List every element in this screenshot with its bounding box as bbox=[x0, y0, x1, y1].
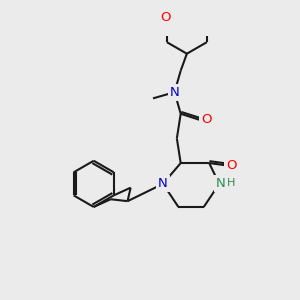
Text: O: O bbox=[226, 159, 237, 172]
Text: N: N bbox=[170, 86, 179, 99]
Text: O: O bbox=[160, 11, 171, 24]
Text: N: N bbox=[158, 177, 168, 190]
Text: N: N bbox=[216, 177, 226, 190]
Text: H: H bbox=[227, 178, 235, 188]
Text: O: O bbox=[201, 113, 211, 126]
